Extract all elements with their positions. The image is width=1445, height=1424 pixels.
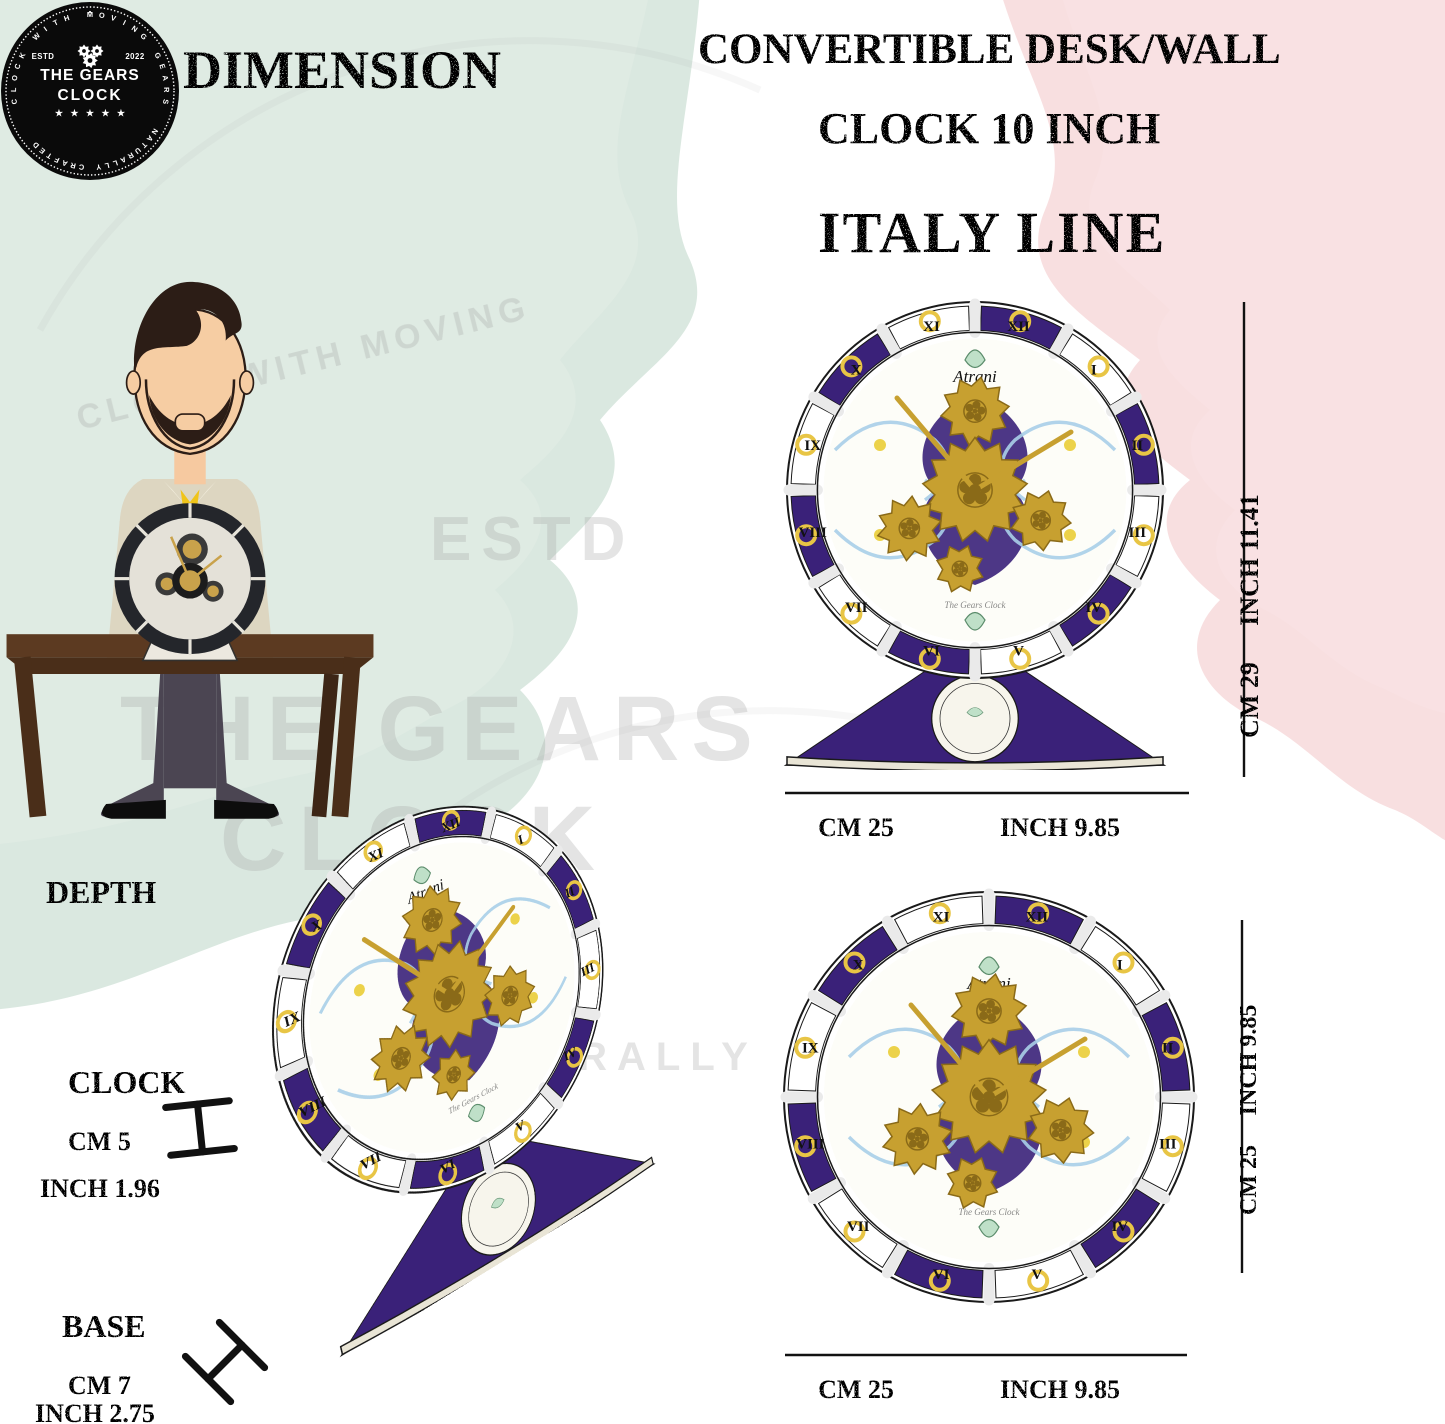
svg-text:CM 25: CM 25 bbox=[818, 1375, 894, 1404]
svg-text:CM 5: CM 5 bbox=[68, 1127, 131, 1156]
svg-text:INCH 9.85: INCH 9.85 bbox=[1000, 1375, 1120, 1404]
svg-text:BASE: BASE bbox=[62, 1308, 146, 1344]
svg-text:DEPTH: DEPTH bbox=[46, 874, 156, 910]
svg-text:INCH 1.96: INCH 1.96 bbox=[40, 1174, 160, 1203]
svg-text:CM 25: CM 25 bbox=[1236, 1145, 1262, 1215]
svg-text:CM 7: CM 7 bbox=[68, 1371, 131, 1400]
svg-text:INCH 2.75: INCH 2.75 bbox=[35, 1399, 155, 1424]
svg-text:CLOCK: CLOCK bbox=[68, 1064, 185, 1100]
svg-text:CM 25: CM 25 bbox=[818, 813, 894, 842]
svg-text:INCH 11.41: INCH 11.41 bbox=[1235, 494, 1264, 625]
svg-text:INCH 9.85: INCH 9.85 bbox=[1236, 1005, 1262, 1116]
svg-text:CM 29: CM 29 bbox=[1235, 662, 1264, 738]
svg-text:INCH 9.85: INCH 9.85 bbox=[1000, 813, 1120, 842]
